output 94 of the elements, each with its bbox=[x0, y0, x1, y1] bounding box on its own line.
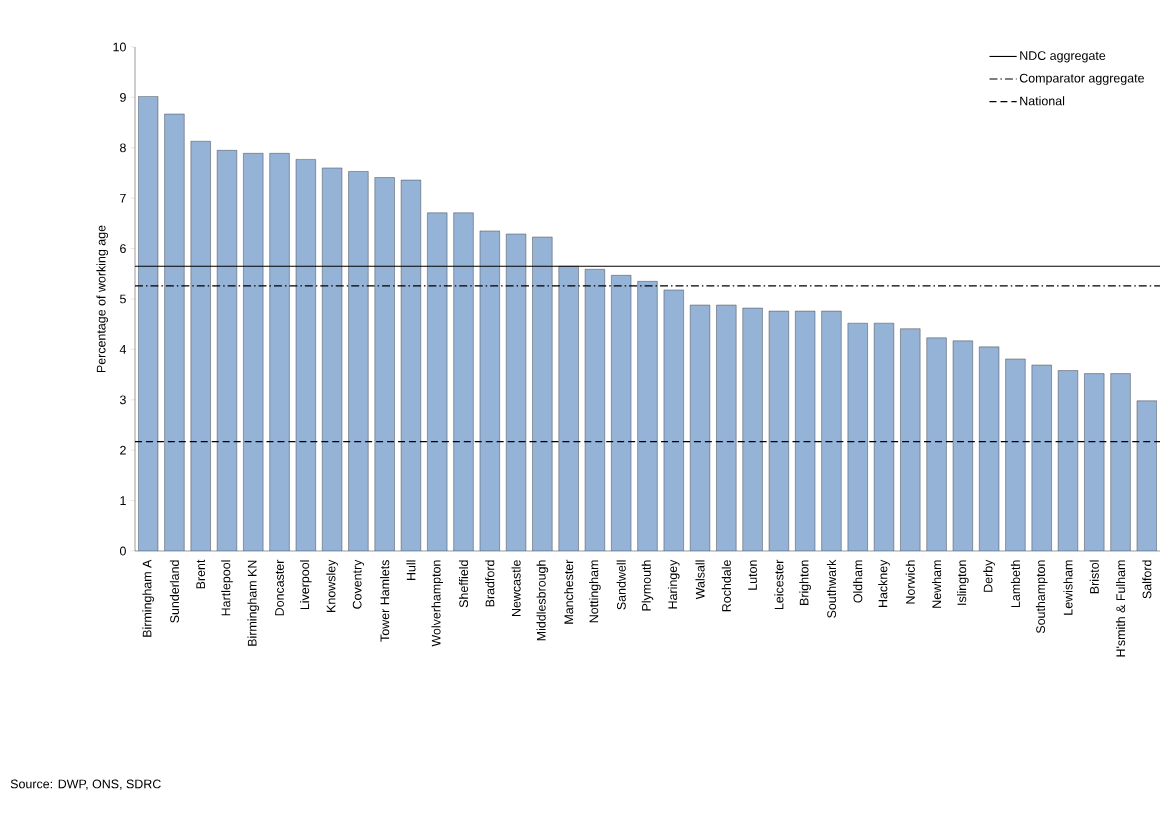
bar bbox=[926, 337, 947, 551]
bar bbox=[190, 141, 211, 551]
x-tick-label: Oldham bbox=[853, 560, 863, 603]
bar bbox=[847, 322, 868, 551]
x-tick-label: Sheffield bbox=[458, 560, 469, 608]
x-tick-label: Birmingham KN bbox=[247, 560, 260, 646]
bar bbox=[637, 281, 658, 551]
x-tick-label: Walsall bbox=[695, 560, 705, 600]
bar bbox=[979, 346, 1000, 551]
bar bbox=[400, 179, 422, 551]
bar bbox=[348, 171, 369, 551]
bar bbox=[322, 167, 343, 551]
x-tick-label: Bradford bbox=[485, 560, 495, 607]
bar bbox=[295, 159, 316, 551]
bar bbox=[506, 233, 527, 551]
x-tick-label: H'smith & Fulham bbox=[1115, 560, 1126, 657]
legend-label: NDC aggregate bbox=[1020, 51, 1106, 63]
x-tick-label: Norwich bbox=[905, 560, 915, 604]
x-tick-label: Newcastle bbox=[511, 560, 521, 617]
bar bbox=[532, 236, 553, 551]
x-tick-label: Manchester bbox=[564, 559, 574, 624]
x-tick-label: Liverpool bbox=[300, 560, 312, 610]
y-tick-label: 2 bbox=[120, 445, 126, 455]
x-tick-label: Derby bbox=[983, 559, 995, 592]
bar bbox=[742, 307, 763, 551]
bar bbox=[1136, 400, 1157, 551]
x-tick-label: Coventry bbox=[352, 559, 365, 609]
x-tick-label: Hartlepool bbox=[221, 560, 233, 616]
x-tick-label: Southampton bbox=[1035, 560, 1048, 634]
bar bbox=[900, 328, 921, 551]
x-tick-label: Salford bbox=[1142, 560, 1152, 599]
bar bbox=[873, 322, 895, 551]
x-tick-label: Tower Hamlets bbox=[380, 560, 390, 642]
bar bbox=[1031, 364, 1052, 551]
y-tick-label: 3 bbox=[119, 395, 126, 405]
x-tick-label: Sandwell bbox=[616, 560, 626, 610]
x-tick-label: Hull bbox=[406, 560, 416, 581]
x-tick-label: Lambeth bbox=[1010, 560, 1020, 608]
bar bbox=[716, 304, 737, 551]
x-tick-label: Middlesbrough bbox=[536, 560, 549, 641]
x-tick-label: Newham bbox=[932, 560, 942, 608]
x-tick-label: Islington bbox=[957, 560, 969, 605]
y-tick-label: 0 bbox=[119, 546, 126, 556]
y-tick-label: 8 bbox=[120, 143, 126, 153]
x-tick-label: Brighton bbox=[799, 560, 811, 605]
bar bbox=[479, 230, 500, 551]
bar bbox=[1057, 370, 1079, 551]
x-tick-label: Wolverhampton bbox=[431, 560, 444, 647]
bar bbox=[768, 310, 789, 551]
x-tick-label: Southwark bbox=[826, 559, 837, 618]
bar bbox=[663, 289, 684, 551]
y-tick-label: 7 bbox=[120, 193, 126, 203]
x-tick-label: Brent bbox=[196, 559, 206, 589]
x-tick-label: Knowsley bbox=[326, 559, 338, 612]
y-axis-title: Percentage of working age bbox=[96, 225, 109, 373]
bar bbox=[138, 96, 159, 551]
bar bbox=[164, 113, 185, 551]
y-tick-label: 5 bbox=[119, 294, 126, 304]
bar bbox=[821, 310, 842, 551]
y-tick-label: 4 bbox=[119, 345, 127, 354]
x-tick-label: Doncaster bbox=[275, 559, 284, 616]
x-tick-label: Nottingham bbox=[589, 560, 601, 623]
bar bbox=[427, 212, 448, 551]
bar bbox=[269, 153, 290, 551]
bar bbox=[1084, 373, 1105, 551]
y-tick-label: 6 bbox=[120, 244, 126, 254]
source-note: Source: DWP, ONS, SDRC bbox=[10, 779, 161, 790]
bar bbox=[689, 304, 711, 551]
bar bbox=[216, 150, 238, 551]
x-tick-label: Lewisham bbox=[1063, 560, 1073, 615]
y-tick-label: 1 bbox=[120, 496, 126, 505]
bar bbox=[952, 340, 973, 551]
bar bbox=[1005, 358, 1026, 551]
bar bbox=[1110, 373, 1131, 551]
x-tick-label: Luton bbox=[748, 560, 757, 590]
bar bbox=[453, 212, 474, 551]
x-tick-label: Rochdale bbox=[721, 560, 731, 612]
x-tick-label: Hackney bbox=[878, 559, 890, 608]
x-tick-label: Haringey bbox=[667, 559, 680, 609]
bar bbox=[374, 177, 395, 551]
x-tick-label: Plymouth bbox=[641, 560, 654, 611]
x-tick-label: Sunderland bbox=[169, 560, 179, 623]
bar bbox=[558, 266, 579, 551]
legend-label: Comparator aggregate bbox=[1019, 73, 1144, 85]
x-tick-label: Birmingham A bbox=[142, 559, 154, 637]
x-tick-label: Leicester bbox=[774, 559, 784, 610]
x-tick-label: Bristol bbox=[1089, 560, 1099, 594]
y-tick-label: 10 bbox=[113, 42, 126, 52]
legend-label: National bbox=[1020, 96, 1065, 106]
y-tick-label: 9 bbox=[120, 92, 126, 102]
bar bbox=[584, 269, 605, 551]
bar bbox=[611, 275, 632, 551]
bar bbox=[795, 310, 816, 551]
bar bbox=[243, 153, 264, 551]
